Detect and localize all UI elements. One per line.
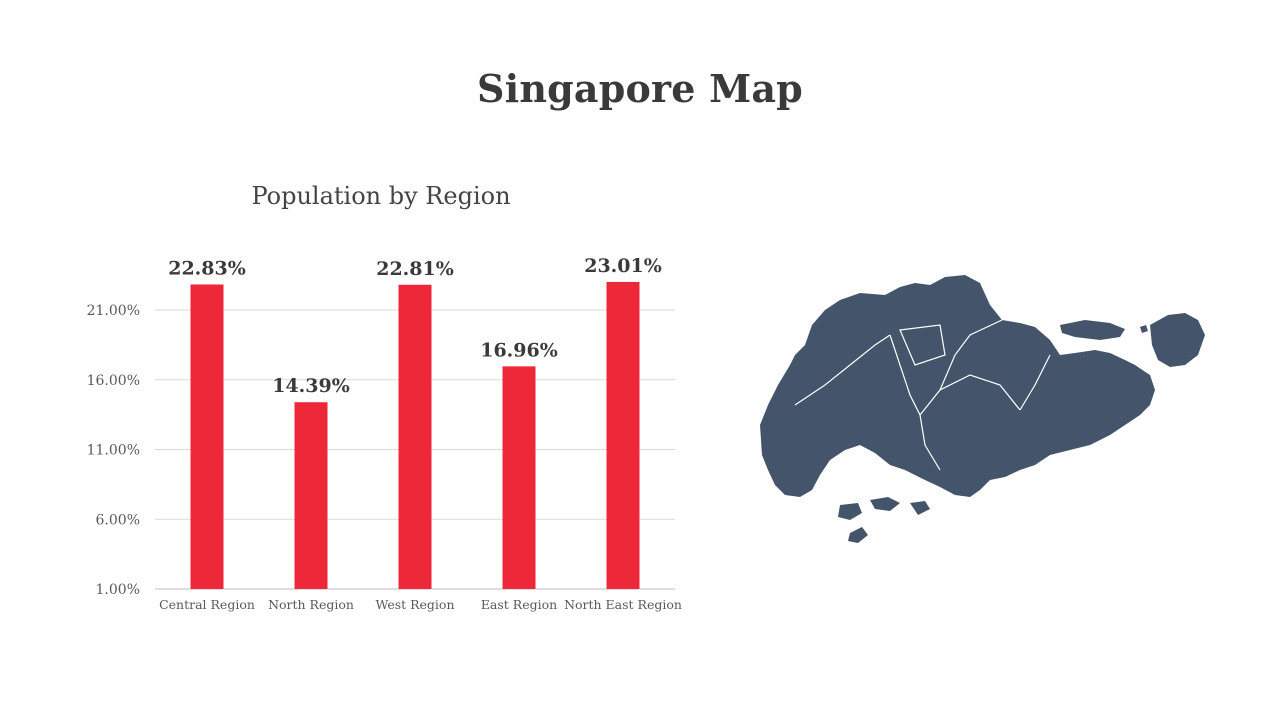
singapore-map-icon xyxy=(760,275,1205,543)
bar xyxy=(398,284,432,589)
bar xyxy=(294,402,328,589)
map-region-border xyxy=(1019,354,1051,411)
y-tick-label: 16.00% xyxy=(87,373,140,389)
slide-title: Singapore Map xyxy=(477,66,803,111)
map-region-border xyxy=(939,319,1003,391)
map-region-border xyxy=(919,374,1021,416)
data-label: 14.39% xyxy=(272,375,350,397)
data-label: 22.81% xyxy=(376,258,454,280)
data-label: 22.83% xyxy=(168,257,246,279)
map-east-tip xyxy=(1150,313,1205,367)
data-label: 16.96% xyxy=(480,339,558,361)
category-label: North Region xyxy=(268,597,354,612)
map-islet xyxy=(870,497,900,511)
bar-chart: 1.00% 6.00% 11.00% 16.00% 21.00% 22.83% Centra… xyxy=(87,255,682,612)
map-islet xyxy=(1060,320,1125,340)
bar xyxy=(190,284,224,589)
map-region-border xyxy=(889,334,921,416)
chart-title: Population by Region xyxy=(251,182,511,210)
bar xyxy=(502,366,536,589)
y-tick-label: 6.00% xyxy=(96,512,140,528)
map-islet xyxy=(838,503,862,520)
bar xyxy=(606,281,640,589)
map-region-border xyxy=(919,414,941,471)
category-label: North East Region xyxy=(564,597,682,612)
map-mainland xyxy=(760,275,1155,497)
category-label: East Region xyxy=(481,597,557,612)
map-region-border xyxy=(794,334,891,406)
map-islet xyxy=(1140,325,1148,333)
category-label: West Region xyxy=(375,597,454,612)
y-tick-label: 1.00% xyxy=(96,582,140,598)
data-label: 23.01% xyxy=(584,255,662,277)
map-islet xyxy=(848,527,868,543)
map-region-border xyxy=(899,324,946,366)
y-tick-label: 21.00% xyxy=(87,303,140,319)
y-tick-label: 11.00% xyxy=(87,443,140,459)
category-label: Central Region xyxy=(159,597,255,612)
map-islet xyxy=(910,501,930,515)
